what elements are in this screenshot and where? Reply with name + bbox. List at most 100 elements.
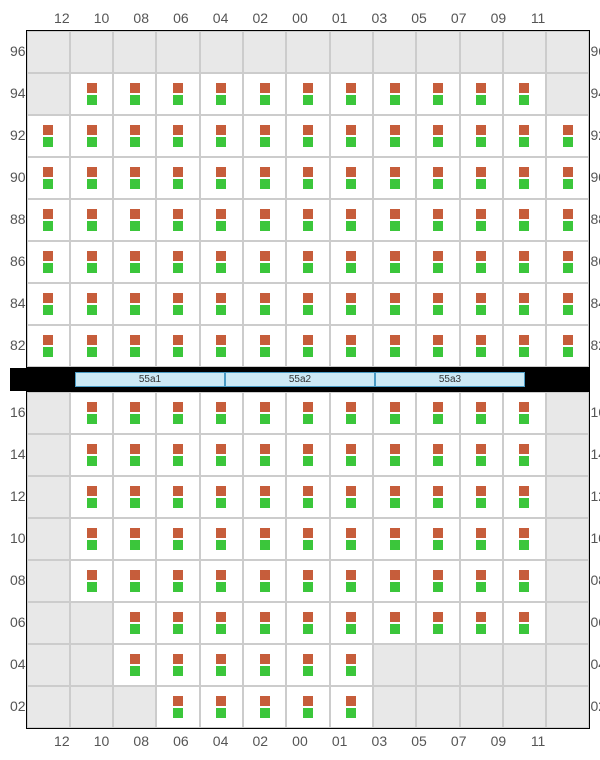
- populated-cell[interactable]: [503, 199, 546, 241]
- populated-cell[interactable]: [243, 283, 286, 325]
- populated-cell[interactable]: [373, 434, 416, 476]
- populated-cell[interactable]: [330, 241, 373, 283]
- populated-cell[interactable]: [503, 518, 546, 560]
- populated-cell[interactable]: [286, 392, 329, 434]
- populated-cell[interactable]: [243, 434, 286, 476]
- populated-cell[interactable]: [243, 115, 286, 157]
- populated-cell[interactable]: [416, 73, 459, 115]
- populated-cell[interactable]: [156, 644, 199, 686]
- populated-cell[interactable]: [113, 434, 156, 476]
- populated-cell[interactable]: [373, 560, 416, 602]
- populated-cell[interactable]: [416, 392, 459, 434]
- populated-cell[interactable]: [460, 392, 503, 434]
- populated-cell[interactable]: [200, 157, 243, 199]
- populated-cell[interactable]: [70, 560, 113, 602]
- populated-cell[interactable]: [330, 392, 373, 434]
- populated-cell[interactable]: [546, 199, 589, 241]
- populated-cell[interactable]: [156, 199, 199, 241]
- populated-cell[interactable]: [416, 476, 459, 518]
- populated-cell[interactable]: [156, 476, 199, 518]
- populated-cell[interactable]: [243, 602, 286, 644]
- switch-label[interactable]: 55a1: [75, 372, 225, 387]
- populated-cell[interactable]: [416, 325, 459, 367]
- populated-cell[interactable]: [27, 241, 70, 283]
- populated-cell[interactable]: [460, 434, 503, 476]
- populated-cell[interactable]: [70, 241, 113, 283]
- populated-cell[interactable]: [156, 157, 199, 199]
- populated-cell[interactable]: [286, 241, 329, 283]
- populated-cell[interactable]: [330, 199, 373, 241]
- populated-cell[interactable]: [286, 644, 329, 686]
- populated-cell[interactable]: [70, 73, 113, 115]
- populated-cell[interactable]: [460, 283, 503, 325]
- populated-cell[interactable]: [503, 560, 546, 602]
- populated-cell[interactable]: [200, 602, 243, 644]
- populated-cell[interactable]: [416, 283, 459, 325]
- populated-cell[interactable]: [27, 115, 70, 157]
- populated-cell[interactable]: [460, 241, 503, 283]
- populated-cell[interactable]: [156, 560, 199, 602]
- populated-cell[interactable]: [416, 199, 459, 241]
- populated-cell[interactable]: [200, 241, 243, 283]
- populated-cell[interactable]: [200, 560, 243, 602]
- populated-cell[interactable]: [416, 434, 459, 476]
- populated-cell[interactable]: [200, 199, 243, 241]
- populated-cell[interactable]: [243, 325, 286, 367]
- populated-cell[interactable]: [156, 283, 199, 325]
- populated-cell[interactable]: [200, 283, 243, 325]
- populated-cell[interactable]: [330, 560, 373, 602]
- populated-cell[interactable]: [200, 115, 243, 157]
- populated-cell[interactable]: [330, 476, 373, 518]
- populated-cell[interactable]: [373, 392, 416, 434]
- populated-cell[interactable]: [113, 644, 156, 686]
- populated-cell[interactable]: [156, 392, 199, 434]
- populated-cell[interactable]: [243, 686, 286, 728]
- populated-cell[interactable]: [373, 476, 416, 518]
- populated-cell[interactable]: [373, 157, 416, 199]
- populated-cell[interactable]: [286, 476, 329, 518]
- populated-cell[interactable]: [200, 476, 243, 518]
- switch-label[interactable]: 55a3: [375, 372, 525, 387]
- populated-cell[interactable]: [200, 518, 243, 560]
- populated-cell[interactable]: [286, 518, 329, 560]
- populated-cell[interactable]: [330, 686, 373, 728]
- populated-cell[interactable]: [330, 157, 373, 199]
- populated-cell[interactable]: [113, 115, 156, 157]
- populated-cell[interactable]: [200, 644, 243, 686]
- populated-cell[interactable]: [200, 434, 243, 476]
- populated-cell[interactable]: [330, 518, 373, 560]
- populated-cell[interactable]: [156, 602, 199, 644]
- populated-cell[interactable]: [27, 199, 70, 241]
- populated-cell[interactable]: [113, 283, 156, 325]
- populated-cell[interactable]: [243, 392, 286, 434]
- populated-cell[interactable]: [243, 157, 286, 199]
- populated-cell[interactable]: [373, 325, 416, 367]
- populated-cell[interactable]: [286, 325, 329, 367]
- populated-cell[interactable]: [156, 325, 199, 367]
- populated-cell[interactable]: [460, 157, 503, 199]
- populated-cell[interactable]: [113, 392, 156, 434]
- populated-cell[interactable]: [460, 518, 503, 560]
- populated-cell[interactable]: [286, 73, 329, 115]
- populated-cell[interactable]: [546, 283, 589, 325]
- populated-cell[interactable]: [460, 115, 503, 157]
- populated-cell[interactable]: [460, 199, 503, 241]
- populated-cell[interactable]: [200, 392, 243, 434]
- populated-cell[interactable]: [243, 560, 286, 602]
- populated-cell[interactable]: [416, 602, 459, 644]
- populated-cell[interactable]: [113, 325, 156, 367]
- populated-cell[interactable]: [286, 686, 329, 728]
- populated-cell[interactable]: [156, 518, 199, 560]
- populated-cell[interactable]: [200, 73, 243, 115]
- populated-cell[interactable]: [460, 476, 503, 518]
- populated-cell[interactable]: [503, 241, 546, 283]
- populated-cell[interactable]: [330, 602, 373, 644]
- populated-cell[interactable]: [113, 518, 156, 560]
- populated-cell[interactable]: [373, 115, 416, 157]
- populated-cell[interactable]: [416, 157, 459, 199]
- populated-cell[interactable]: [546, 325, 589, 367]
- populated-cell[interactable]: [70, 392, 113, 434]
- populated-cell[interactable]: [27, 325, 70, 367]
- populated-cell[interactable]: [113, 199, 156, 241]
- populated-cell[interactable]: [373, 199, 416, 241]
